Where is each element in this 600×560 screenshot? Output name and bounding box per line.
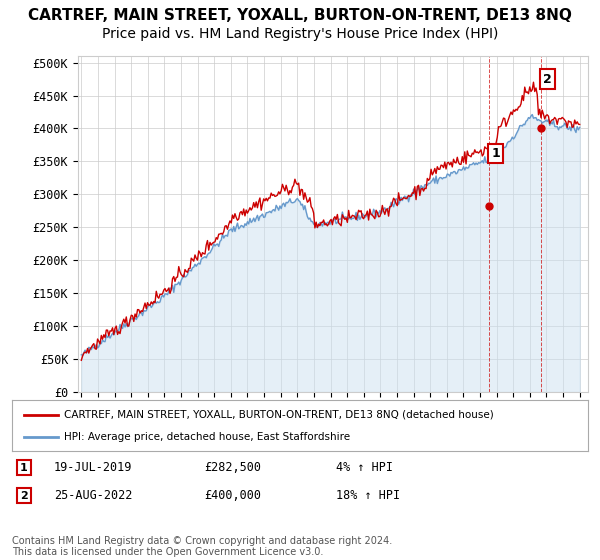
Text: Contains HM Land Registry data © Crown copyright and database right 2024.
This d: Contains HM Land Registry data © Crown c… bbox=[12, 535, 392, 557]
Text: HPI: Average price, detached house, East Staffordshire: HPI: Average price, detached house, East… bbox=[64, 432, 350, 442]
Text: 18% ↑ HPI: 18% ↑ HPI bbox=[336, 489, 400, 502]
Text: CARTREF, MAIN STREET, YOXALL, BURTON-ON-TRENT, DE13 8NQ (detached house): CARTREF, MAIN STREET, YOXALL, BURTON-ON-… bbox=[64, 409, 494, 419]
Text: £282,500: £282,500 bbox=[204, 461, 261, 474]
Text: 1: 1 bbox=[491, 147, 500, 160]
Text: 19-JUL-2019: 19-JUL-2019 bbox=[54, 461, 133, 474]
Text: 2: 2 bbox=[20, 491, 28, 501]
Text: CARTREF, MAIN STREET, YOXALL, BURTON-ON-TRENT, DE13 8NQ: CARTREF, MAIN STREET, YOXALL, BURTON-ON-… bbox=[28, 8, 572, 24]
Text: 4% ↑ HPI: 4% ↑ HPI bbox=[336, 461, 393, 474]
Text: 2: 2 bbox=[543, 73, 551, 86]
Text: 1: 1 bbox=[20, 463, 28, 473]
Text: £400,000: £400,000 bbox=[204, 489, 261, 502]
Text: Price paid vs. HM Land Registry's House Price Index (HPI): Price paid vs. HM Land Registry's House … bbox=[102, 27, 498, 41]
Text: 25-AUG-2022: 25-AUG-2022 bbox=[54, 489, 133, 502]
